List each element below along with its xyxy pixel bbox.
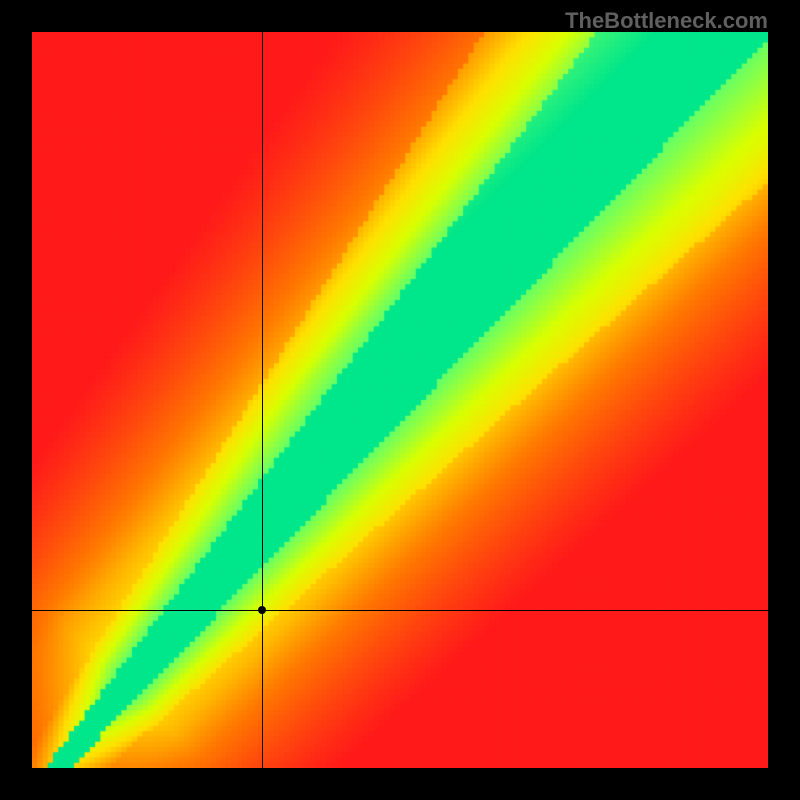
crosshair-marker-dot: [258, 606, 266, 614]
plot-area: [32, 32, 768, 768]
heatmap-canvas: [32, 32, 768, 768]
crosshair-horizontal: [32, 610, 768, 611]
chart-container: TheBottleneck.com: [0, 0, 800, 800]
crosshair-vertical: [262, 32, 263, 768]
watermark-label: TheBottleneck.com: [565, 8, 768, 34]
